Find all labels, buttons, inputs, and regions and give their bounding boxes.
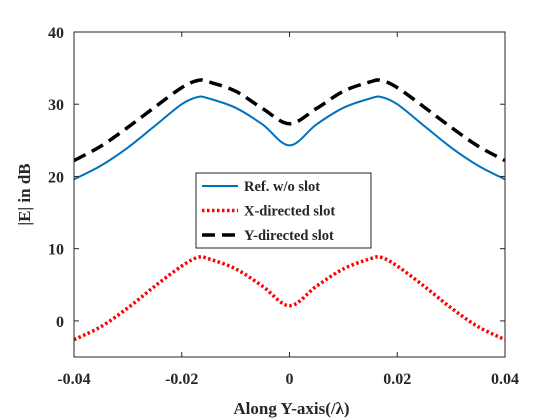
x-tick-label: -0.02 xyxy=(165,371,198,388)
legend-label-y-directed-slot: Y-directed slot xyxy=(244,228,334,244)
y-tick-label: 40 xyxy=(48,25,64,42)
legend: Ref. w/o slot X-directed slot Y-directed s… xyxy=(195,172,372,249)
y-tick-label: 30 xyxy=(48,97,64,114)
x-tick-label: 0.02 xyxy=(383,371,411,388)
plot-lines xyxy=(73,78,506,342)
series-line-y-directed-slot xyxy=(73,78,506,163)
x-axis-label: Along Y-axis(/λ) xyxy=(233,399,349,418)
series-line-ref-w-o-slot xyxy=(73,95,506,181)
legend-label-ref-w-o-slot: Ref. w/o slot xyxy=(244,179,320,195)
series-line-x-directed-slot xyxy=(73,255,506,342)
x-tick-label: -0.04 xyxy=(57,371,90,388)
x-tick-label: 0.04 xyxy=(491,371,519,388)
y-tick-label: 20 xyxy=(48,169,64,186)
legend-label-x-directed-slot: X-directed slot xyxy=(244,204,335,220)
y-tick-label: 0 xyxy=(56,314,64,331)
x-tick-label: 0 xyxy=(286,371,294,388)
ticks xyxy=(73,31,506,357)
y-axis-label: |E| in dB xyxy=(15,163,34,225)
y-tick-label: 10 xyxy=(48,242,64,259)
tick-labels: -0.04 -0.02 0 0.02 0.04 0 10 20 30 40 xyxy=(48,25,519,388)
